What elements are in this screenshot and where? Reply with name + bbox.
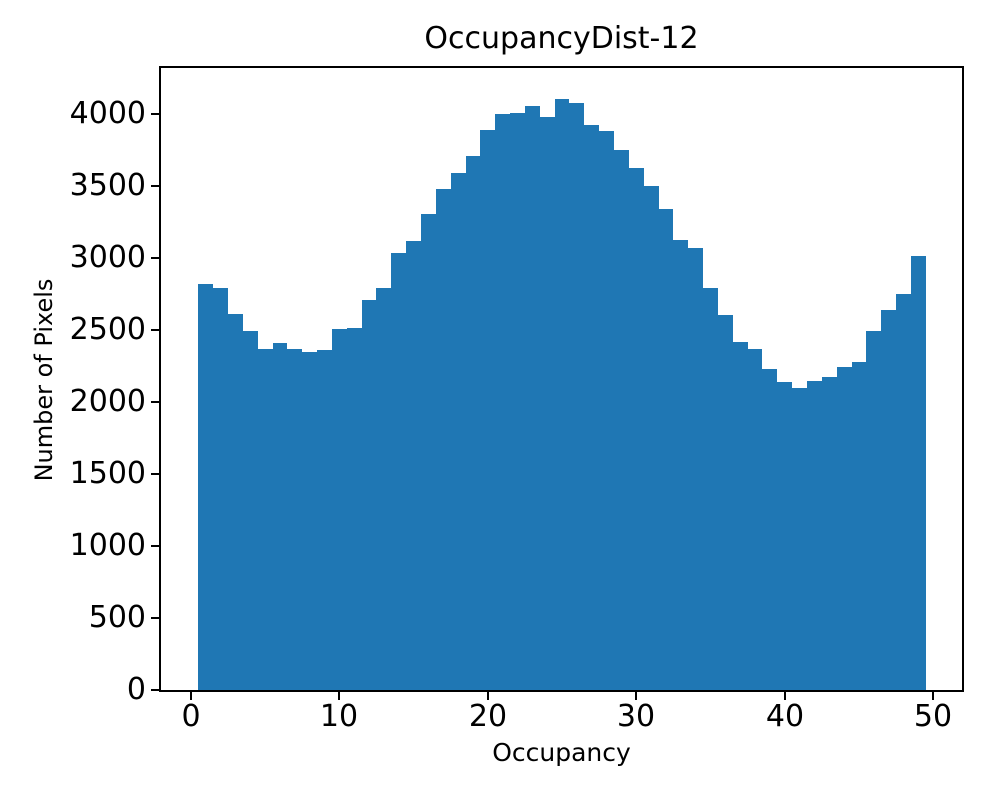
x-axis-label: Occupancy — [492, 738, 631, 767]
histogram-bar — [406, 241, 421, 690]
histogram-bar — [347, 328, 362, 690]
y-axis-tick — [151, 689, 159, 691]
histogram-bar — [376, 288, 391, 690]
y-axis-tick — [151, 617, 159, 619]
x-axis-tick — [635, 692, 637, 700]
histogram-bar — [258, 349, 273, 690]
histogram-bar — [822, 377, 837, 690]
x-axis-tick — [487, 692, 489, 700]
y-axis-tick-label: 2000 — [69, 384, 146, 419]
histogram-bar — [659, 209, 673, 690]
histogram-bar — [287, 349, 302, 690]
histogram-bar — [540, 117, 555, 690]
histogram-bar — [881, 310, 896, 690]
y-axis-tick-label: 3500 — [69, 168, 146, 203]
histogram-bar — [569, 103, 584, 690]
histogram-bar — [243, 331, 258, 690]
histogram-bar — [495, 114, 510, 690]
histogram-bar — [480, 130, 495, 690]
histogram-bar — [688, 248, 703, 690]
plot-area — [159, 66, 964, 692]
histogram-bar — [584, 125, 599, 690]
histogram-bar — [451, 173, 466, 690]
y-axis-tick-label: 3000 — [69, 240, 146, 275]
histogram-bar — [213, 288, 228, 690]
histogram-bar — [436, 189, 451, 690]
histogram-bar — [852, 362, 866, 690]
histogram-bar — [673, 240, 688, 690]
histogram-bar — [421, 214, 436, 690]
histogram-bar — [273, 343, 287, 690]
y-axis-tick-label: 1000 — [69, 528, 146, 563]
histogram-bar — [718, 315, 733, 690]
x-axis-tick — [784, 692, 786, 700]
histogram-bar — [792, 388, 807, 690]
histogram-bar — [644, 186, 659, 690]
y-axis-tick — [151, 545, 159, 547]
x-axis-tick — [338, 692, 340, 700]
histogram-bar — [466, 156, 480, 690]
histogram-bar — [614, 150, 629, 690]
y-axis-tick — [151, 329, 159, 331]
y-axis-tick — [151, 401, 159, 403]
y-axis-label: Number of Pixels — [30, 278, 58, 482]
histogram-bar — [896, 294, 911, 690]
histogram-bar — [599, 131, 614, 690]
histogram-bar — [911, 256, 926, 690]
y-axis-tick — [151, 257, 159, 259]
x-axis-tick-label: 40 — [765, 699, 805, 734]
x-axis-tick-label: 20 — [468, 699, 508, 734]
y-axis-tick — [151, 473, 159, 475]
x-axis-tick-label: 50 — [913, 699, 953, 734]
histogram-bar — [391, 253, 406, 690]
x-axis-tick-label: 0 — [181, 699, 201, 734]
histogram-bar — [777, 382, 792, 690]
histogram-bar — [510, 113, 525, 690]
y-axis-tick-label: 1500 — [69, 456, 146, 491]
histogram-bar — [807, 381, 822, 690]
histogram-bar — [555, 99, 569, 690]
y-axis-tick — [151, 113, 159, 115]
y-axis-tick — [151, 185, 159, 187]
histogram-bar — [198, 284, 213, 690]
histogram-bar — [317, 350, 332, 690]
x-axis-tick-label: 30 — [616, 699, 656, 734]
histogram-bar — [703, 288, 718, 690]
x-axis-tick — [932, 692, 934, 700]
histogram-bar — [302, 352, 317, 690]
histogram-bar — [525, 106, 540, 690]
histogram-bar — [332, 329, 347, 690]
y-axis-tick-label: 2500 — [69, 312, 146, 347]
y-axis-tick-label: 4000 — [69, 96, 146, 131]
histogram-bar — [362, 300, 376, 690]
chart-title: OccupancyDist-12 — [424, 21, 699, 56]
histogram-bar — [748, 349, 762, 690]
histogram-bar — [837, 367, 852, 690]
histogram-bar — [733, 342, 748, 690]
y-axis-tick-label: 0 — [126, 672, 146, 707]
histogram-bar — [866, 331, 881, 690]
y-axis-tick-label: 500 — [88, 600, 146, 635]
x-axis-tick-label: 10 — [319, 699, 359, 734]
histogram-bar — [228, 314, 243, 690]
x-axis-tick — [190, 692, 192, 700]
histogram-bar — [762, 369, 777, 690]
histogram-bar — [629, 168, 644, 690]
